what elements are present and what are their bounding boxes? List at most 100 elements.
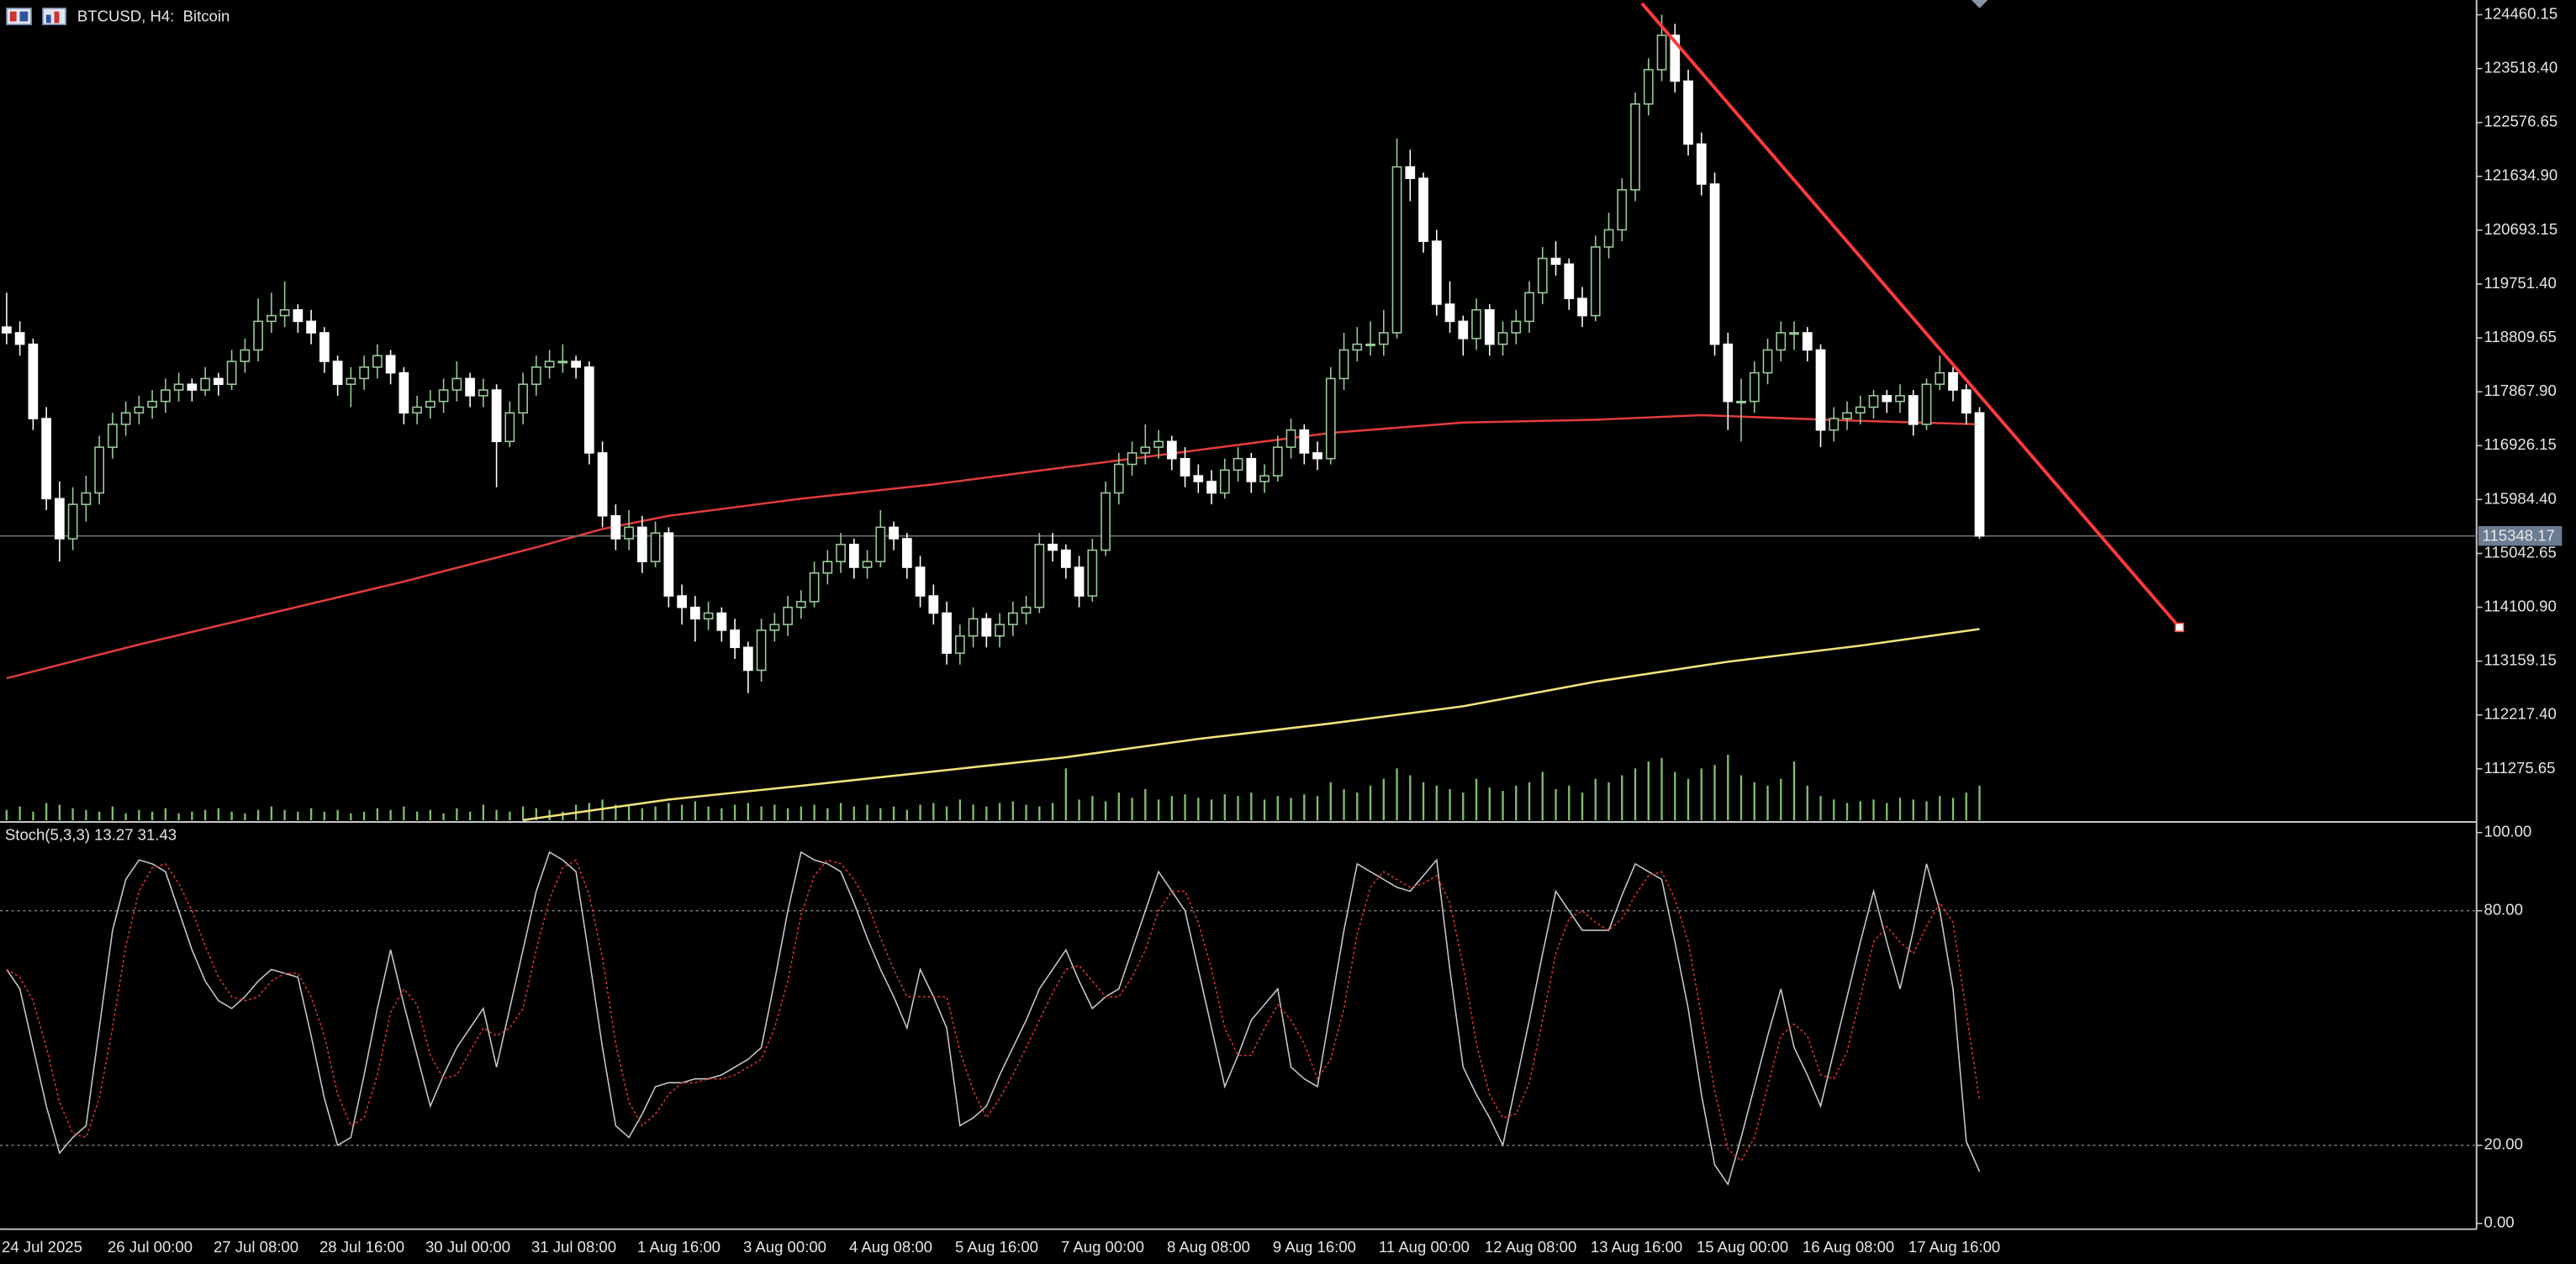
candle-body <box>703 612 714 620</box>
candle-body <box>67 503 78 540</box>
volume-bar <box>958 799 961 821</box>
volume-bar <box>1184 794 1186 821</box>
volume-bar <box>5 809 8 821</box>
icon-bar <box>9 11 17 22</box>
volume-bar <box>919 804 921 821</box>
volume-bar <box>1674 772 1676 821</box>
volume-bar <box>1356 793 1359 821</box>
volume-bar <box>1343 789 1345 821</box>
candle-body <box>809 572 820 603</box>
candle-body <box>240 349 251 362</box>
candle-body <box>359 366 369 380</box>
volume-bar <box>972 804 974 821</box>
x-tick-label: 15 Aug 00:00 <box>1697 1238 1788 1256</box>
candle-body <box>399 371 409 414</box>
volume-bar <box>1303 794 1306 821</box>
volume-bar <box>32 811 34 821</box>
volume-bar <box>1038 806 1041 821</box>
y-tick-label: 114100.90 <box>2484 598 2557 615</box>
candle-body <box>597 452 608 517</box>
y-tick-label: 113159.15 <box>2484 651 2557 669</box>
candle-body <box>1458 320 1469 340</box>
x-tick-label: 11 Aug 00:00 <box>1379 1238 1470 1256</box>
candle-body <box>1444 303 1455 323</box>
y-tick-label: 115984.40 <box>2484 489 2557 507</box>
volume-bar <box>733 804 736 821</box>
candle-body <box>1431 240 1442 305</box>
candle-body <box>28 343 39 419</box>
candle-body <box>478 389 488 397</box>
candle-body <box>187 383 198 391</box>
candle-body <box>465 377 475 397</box>
volume-bar <box>71 808 74 821</box>
volume-bar <box>879 808 882 821</box>
candle-body <box>120 412 131 425</box>
candle-body <box>1868 395 1879 408</box>
volume-bar <box>1951 798 1955 821</box>
volume-bar <box>1515 785 1518 821</box>
candle-body <box>134 406 145 414</box>
candle-body <box>253 320 263 351</box>
volume-bar <box>1250 793 1253 821</box>
volume-bar <box>376 808 379 821</box>
volume-bar <box>1263 799 1266 821</box>
candle-body <box>1391 166 1402 334</box>
candle-body <box>385 355 396 374</box>
volume-bar <box>1806 785 1808 821</box>
candle-body <box>491 389 502 443</box>
y-tick-label: 120693.15 <box>2484 220 2558 238</box>
volume-bar <box>1064 768 1067 821</box>
candle-body <box>1048 544 1058 551</box>
volume-bar <box>230 811 233 821</box>
candle-body <box>1497 332 1508 345</box>
candle-body <box>769 624 780 631</box>
volume-bar <box>1117 793 1120 821</box>
candle-body <box>1511 320 1522 334</box>
volume-bar <box>256 809 260 821</box>
x-tick-label: 5 Aug 16:00 <box>955 1238 1038 1256</box>
x-tick-label: 1 Aug 16:00 <box>637 1238 721 1256</box>
volume-bar <box>1422 782 1425 821</box>
candle-body <box>557 361 568 364</box>
candle-body <box>1087 549 1098 597</box>
candle-body <box>1789 332 1799 335</box>
candle-body <box>1471 308 1481 340</box>
volume-bar <box>945 806 948 821</box>
volume-bar <box>1409 775 1412 821</box>
candle-body <box>1484 308 1495 345</box>
candle-body <box>319 332 330 362</box>
y-tick-label: 100.00 <box>2484 823 2532 840</box>
candle-body <box>1007 612 1018 625</box>
candle-body <box>1842 412 1852 419</box>
candle-body <box>1723 343 1734 403</box>
candle-body <box>1895 395 1905 403</box>
volume-bar <box>177 813 180 821</box>
candle-body <box>1127 452 1138 466</box>
candle-body <box>55 498 65 540</box>
volume-bar <box>654 806 657 821</box>
volume-bar <box>680 804 684 821</box>
volume-bar <box>1555 789 1557 821</box>
candle-body <box>1060 549 1071 568</box>
volume-bar <box>1660 757 1663 821</box>
volume-bar <box>1727 754 1729 821</box>
candle-body <box>1709 183 1720 345</box>
volume-bar <box>747 803 750 821</box>
volume-bar <box>1753 782 1755 821</box>
y-tick-label: 124460.15 <box>2484 4 2558 22</box>
volume-bar <box>1382 778 1385 821</box>
candle-body <box>1935 371 1945 386</box>
icon-bar <box>45 14 51 24</box>
candle-body <box>1736 400 1746 403</box>
volume-bar <box>18 806 21 821</box>
volume-bar <box>1170 796 1173 821</box>
candle-body <box>531 366 541 386</box>
y-tick-label: 116926.15 <box>2484 435 2557 453</box>
volume-bar <box>1091 796 1094 821</box>
candle-body <box>451 377 462 391</box>
volume-bar <box>1157 799 1160 821</box>
candle-body <box>81 492 92 505</box>
moving-average <box>6 413 1980 680</box>
candle-body <box>1643 69 1654 105</box>
volume-bar <box>813 804 816 821</box>
